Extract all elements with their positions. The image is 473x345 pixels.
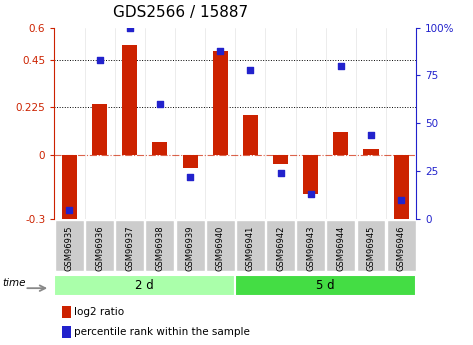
Bar — [243, 115, 258, 155]
Text: GSM96935: GSM96935 — [65, 226, 74, 271]
Text: GSM96944: GSM96944 — [336, 226, 345, 271]
FancyBboxPatch shape — [146, 220, 175, 272]
Bar — [183, 155, 198, 168]
Text: GSM96937: GSM96937 — [125, 226, 134, 271]
Point — [277, 170, 284, 176]
Text: percentile rank within the sample: percentile rank within the sample — [74, 327, 250, 337]
Point — [186, 174, 194, 180]
Text: GSM96942: GSM96942 — [276, 226, 285, 271]
Point — [156, 101, 164, 107]
Text: GSM96946: GSM96946 — [397, 226, 406, 271]
FancyBboxPatch shape — [206, 220, 235, 272]
Point — [367, 132, 375, 138]
FancyBboxPatch shape — [387, 220, 416, 272]
Bar — [61, 306, 70, 318]
FancyBboxPatch shape — [357, 220, 385, 272]
Text: 2 d: 2 d — [135, 279, 154, 292]
FancyBboxPatch shape — [115, 220, 144, 272]
Point — [66, 207, 73, 212]
Point — [246, 67, 254, 72]
Text: GSM96939: GSM96939 — [185, 226, 194, 271]
Text: 5 d: 5 d — [316, 279, 335, 292]
Bar — [62, 155, 77, 223]
Point — [96, 57, 104, 63]
FancyBboxPatch shape — [266, 220, 295, 272]
Text: GSM96945: GSM96945 — [367, 226, 376, 271]
Bar — [363, 149, 378, 155]
FancyBboxPatch shape — [296, 220, 325, 272]
Bar — [303, 155, 318, 194]
Bar — [92, 104, 107, 155]
FancyBboxPatch shape — [235, 275, 416, 296]
Text: GSM96943: GSM96943 — [306, 226, 315, 271]
Text: log2 ratio: log2 ratio — [74, 307, 124, 317]
Point — [397, 197, 405, 203]
FancyBboxPatch shape — [54, 275, 235, 296]
Point — [337, 63, 345, 69]
Title: GDS2566 / 15887: GDS2566 / 15887 — [114, 5, 249, 20]
Point — [126, 25, 133, 30]
Text: GSM96941: GSM96941 — [246, 226, 255, 271]
Text: GSM96936: GSM96936 — [95, 226, 104, 271]
Bar — [122, 45, 137, 155]
Bar — [61, 326, 70, 338]
FancyBboxPatch shape — [236, 220, 265, 272]
Text: time: time — [3, 278, 26, 288]
Bar — [213, 51, 228, 155]
FancyBboxPatch shape — [55, 220, 84, 272]
Bar — [394, 155, 409, 219]
FancyBboxPatch shape — [326, 220, 355, 272]
FancyBboxPatch shape — [175, 220, 204, 272]
Bar — [333, 132, 349, 155]
Bar — [273, 155, 288, 164]
Point — [217, 48, 224, 53]
Point — [307, 191, 315, 197]
Bar — [152, 142, 167, 155]
FancyBboxPatch shape — [85, 220, 114, 272]
Text: GSM96938: GSM96938 — [156, 226, 165, 271]
Text: GSM96940: GSM96940 — [216, 226, 225, 271]
